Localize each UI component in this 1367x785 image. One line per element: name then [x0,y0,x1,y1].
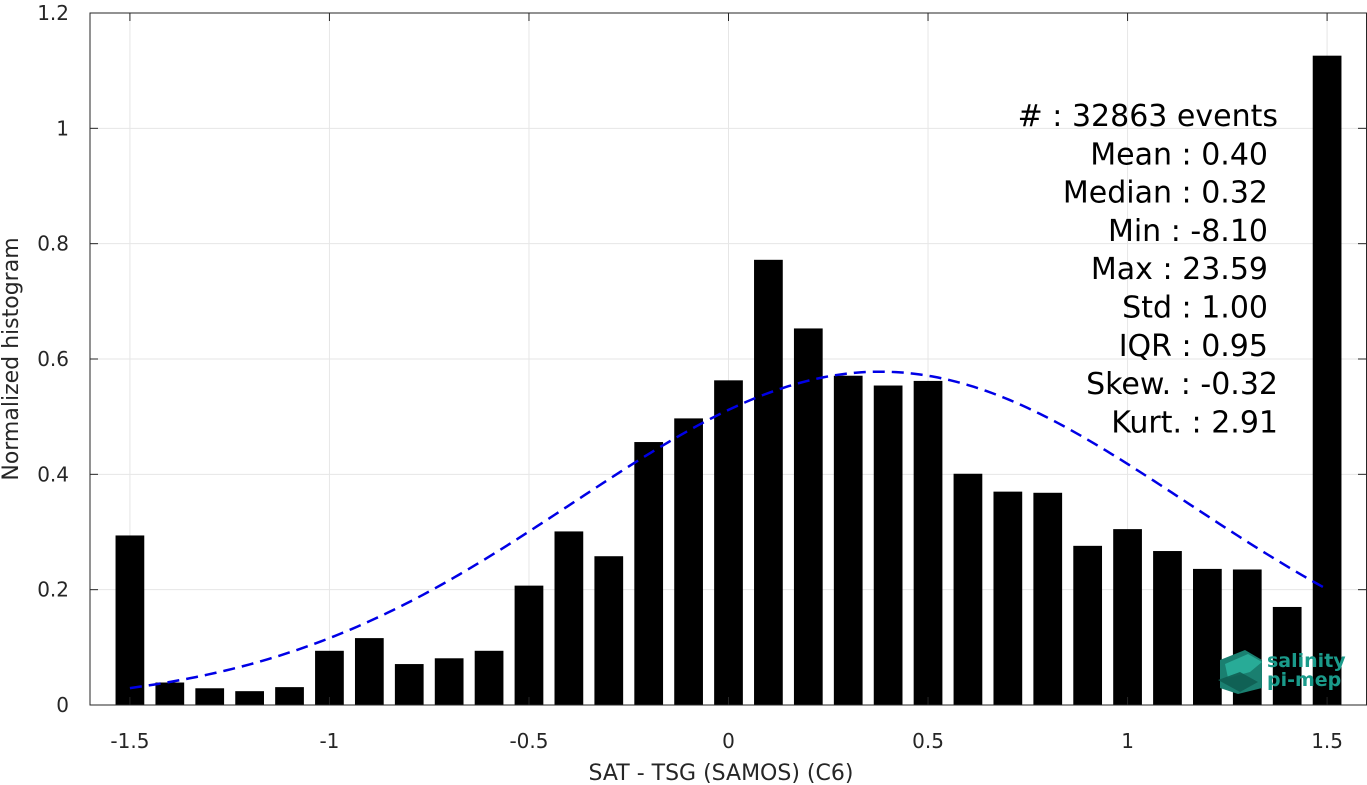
histogram-bar [873,385,903,705]
histogram-bar [275,687,304,705]
stat-line: Median : 0.32 [1063,176,1268,211]
x-axis-label: SAT - TSG (SAMOS) (C6) [589,761,854,785]
histogram-bar [1033,492,1063,705]
histogram-bar [754,259,783,705]
histogram-bar [514,585,544,705]
y-tick-label: 0.6 [37,347,69,371]
stat-line: Max : 23.59 [1091,252,1268,287]
stat-line: Kurt. : 2.91 [1111,405,1278,440]
histogram-bar [1272,606,1302,705]
histogram-bar [115,535,145,705]
x-tick-label: 0.5 [912,729,944,753]
bar-series [115,55,1342,705]
logo-mark [1218,650,1262,694]
histogram-bar [793,328,823,705]
histogram-bar [315,650,344,705]
x-tick-label: 0 [722,729,735,753]
histogram-bar [434,658,464,705]
y-tick-label: 0.4 [37,462,69,486]
x-tick-labels: -1.5 -1 -0.5 0 0.5 1 1.5 [110,729,1343,753]
y-tick-label: 0.8 [37,232,69,256]
histogram-bar [394,664,424,705]
y-tick-label: 1.2 [37,1,69,25]
logo-text-pi-mep: pi-mep [1267,669,1341,691]
histogram-bar [195,688,225,705]
salinity-pi-mep-logo: salinity pi-mep [1218,650,1346,694]
histogram-bar [913,380,943,705]
logo-text-salinity: salinity [1267,650,1346,672]
x-tick-label: -1.5 [110,729,149,753]
histogram-bar [1193,568,1222,705]
x-tick-label: 1 [1121,729,1134,753]
histogram-bar [833,375,863,705]
x-tick-label: 1.5 [1311,729,1343,753]
histogram-bar [594,556,624,705]
stat-line: # : 32863 events [1018,99,1278,134]
y-tick-labels: 0 0.2 0.4 0.6 0.8 1 1.2 [37,1,69,717]
histogram-bar [554,531,584,705]
histogram-bar [1312,55,1342,705]
histogram-bar [674,418,703,705]
histogram-bar [235,691,264,705]
histogram-bar [155,682,185,705]
gaussian-fit-curve [129,370,1328,690]
histogram-bar [1113,529,1142,705]
y-tick-label: 1 [56,116,69,140]
x-tick-label: -0.5 [509,729,548,753]
histogram-bar [634,442,664,705]
histogram-bar [474,650,504,705]
stat-line: Min : -8.10 [1108,214,1268,249]
stat-line: IQR : 0.95 [1119,329,1268,364]
y-tick-label: 0 [56,693,69,717]
histogram-bar [1073,545,1103,705]
histogram-bar [1153,551,1182,705]
stat-line: Std : 1.00 [1122,291,1268,326]
y-tick-label: 0.2 [37,578,69,602]
histogram-bar [354,638,384,705]
histogram-bar [714,380,743,705]
histogram-bar [993,491,1023,705]
stat-line: Skew. : -0.32 [1086,367,1278,402]
histogram-bar [953,473,983,705]
stat-line: Mean : 0.40 [1090,137,1268,172]
y-axis-label: Normalized histogram [0,237,24,480]
x-tick-label: -1 [319,729,339,753]
